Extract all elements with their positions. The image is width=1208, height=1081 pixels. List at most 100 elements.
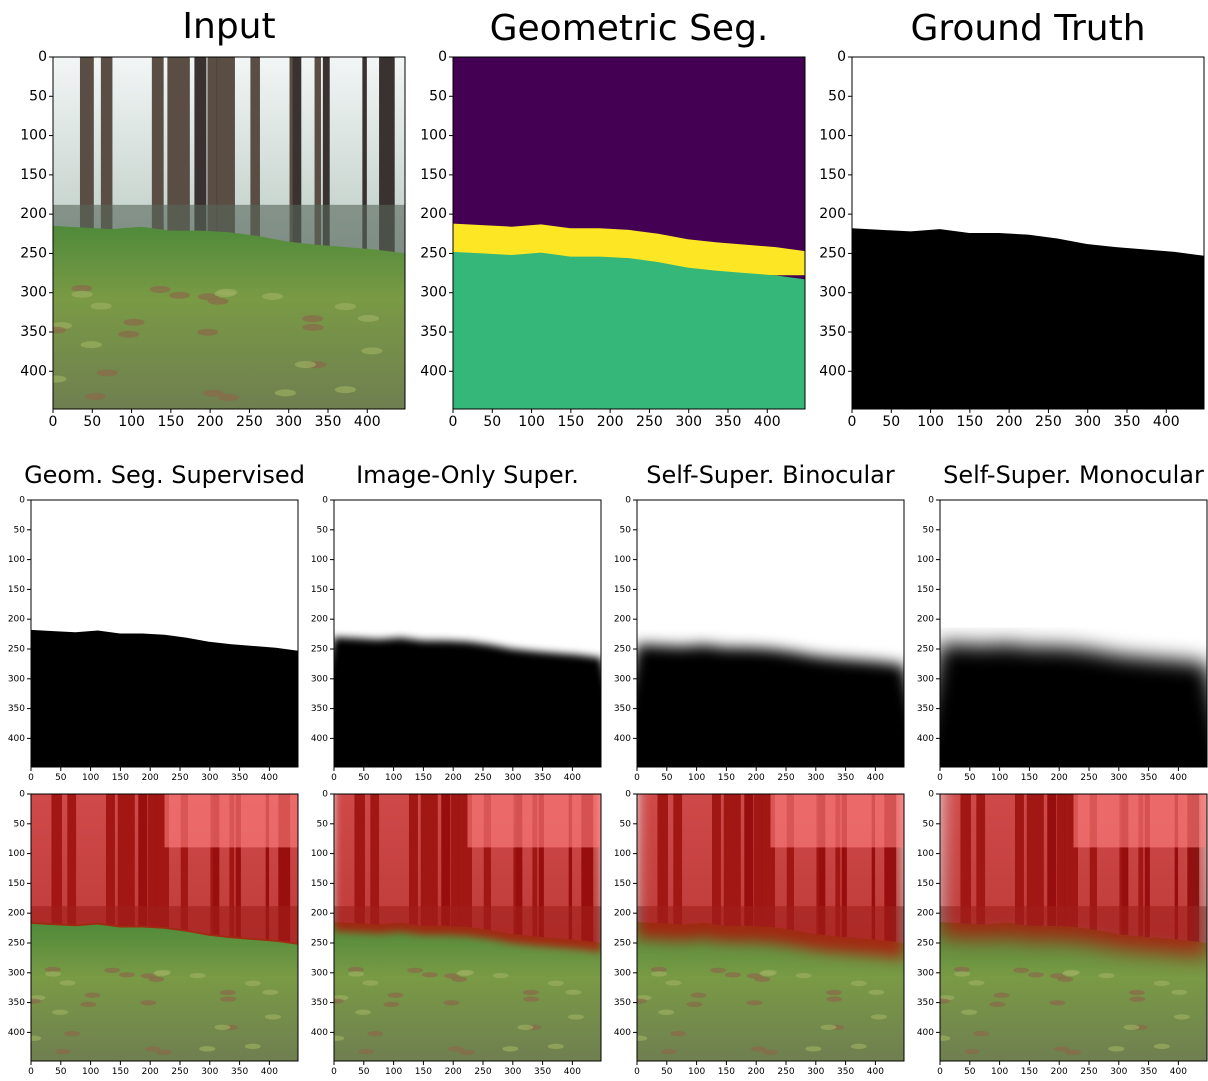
patch: [335, 303, 356, 310]
patch: [1129, 996, 1145, 1001]
x-tick-label: 0: [634, 773, 640, 783]
ground-class: [453, 252, 805, 409]
x-tick-label: 0: [937, 773, 943, 783]
patch: [387, 993, 403, 998]
x-tick-label: 200: [1051, 1067, 1068, 1077]
patch: [1062, 971, 1078, 976]
x-tick-label: 400: [1170, 773, 1187, 783]
patch: [265, 1014, 281, 1019]
y-tick-label: 0: [625, 790, 631, 800]
y-tick-label: 400: [311, 734, 328, 744]
x-tick-label: 150: [956, 414, 983, 430]
x-tick-label: 0: [634, 1067, 640, 1077]
x-tick-label: 250: [636, 414, 663, 430]
patch: [973, 1031, 989, 1036]
x-tick-label: 50: [483, 414, 501, 430]
patch: [358, 1049, 374, 1054]
y-tick-label: 50: [14, 819, 26, 829]
y-tick-label: 0: [438, 49, 447, 65]
y-tick-label: 150: [8, 585, 25, 595]
x-tick-label: 350: [1140, 773, 1157, 783]
patch: [245, 981, 261, 986]
patch: [826, 990, 842, 995]
patch: [81, 341, 102, 348]
x-tick-label: 400: [564, 773, 581, 783]
x-tick-label: 350: [1114, 414, 1141, 430]
y-tick-label: 100: [311, 849, 328, 859]
patch: [565, 990, 581, 995]
y-tick-label: 350: [917, 998, 934, 1008]
patch: [665, 980, 681, 985]
patch: [443, 1000, 459, 1005]
y-tick-label: 250: [20, 245, 47, 261]
y-tick-label: 150: [614, 585, 631, 595]
overlay: [637, 764, 904, 959]
y-tick-label: 50: [317, 819, 329, 829]
y-tick-label: 350: [420, 324, 447, 340]
patch: [754, 977, 770, 982]
patch: [1123, 1025, 1139, 1030]
y-tick-label: 300: [917, 968, 934, 978]
y-tick-label: 300: [614, 674, 631, 684]
patch: [25, 1036, 41, 1041]
x-tick-label: 200: [748, 1067, 765, 1077]
patch: [84, 993, 100, 998]
y-tick-label: 100: [614, 555, 631, 565]
figure: Input05010015020025030035040005010015020…: [0, 0, 1208, 1077]
panel: 0501001502002503003504000501001502002503…: [311, 764, 601, 1077]
x-tick-label: 300: [675, 414, 702, 430]
y-tick-label: 150: [311, 585, 328, 595]
patch: [1154, 1044, 1170, 1049]
x-tick-label: 200: [748, 773, 765, 783]
ground: [53, 226, 405, 409]
y-tick-label: 100: [819, 128, 846, 144]
patch: [190, 973, 206, 978]
y-tick-label: 300: [8, 674, 25, 684]
y-tick-label: 0: [19, 790, 25, 800]
patch: [220, 990, 236, 995]
x-tick-label: 300: [504, 1067, 521, 1077]
patch: [1154, 981, 1170, 986]
patch: [964, 1049, 980, 1054]
patch: [746, 1000, 762, 1005]
patch: [631, 1036, 647, 1041]
y-tick-label: 0: [928, 496, 934, 506]
x-tick-label: 300: [807, 1067, 824, 1077]
patch: [871, 1014, 887, 1019]
y-tick-label: 250: [311, 938, 328, 948]
y-tick-label: 250: [311, 644, 328, 654]
x-tick-label: 100: [82, 773, 99, 783]
y-tick-label: 250: [917, 644, 934, 654]
overlay: [31, 764, 298, 945]
mask: [304, 637, 631, 797]
y-tick-label: 150: [420, 167, 447, 183]
mask: [607, 644, 934, 797]
patch: [759, 971, 775, 976]
patch: [661, 1049, 677, 1054]
y-tick-label: 400: [819, 363, 846, 379]
y-tick-label: 100: [8, 849, 25, 859]
y-tick-label: 300: [917, 674, 934, 684]
patch: [220, 996, 236, 1001]
x-tick-label: 100: [118, 414, 145, 430]
patch: [140, 1000, 156, 1005]
x-tick-label: 0: [331, 1067, 337, 1077]
patch: [118, 331, 139, 338]
y-tick-label: 200: [614, 615, 631, 625]
y-tick-label: 50: [317, 525, 329, 535]
patch: [407, 968, 423, 973]
y-tick-label: 0: [19, 496, 25, 506]
x-tick-label: 200: [142, 1067, 159, 1077]
x-tick-label: 200: [445, 1067, 462, 1077]
x-tick-label: 300: [1110, 1067, 1127, 1077]
x-tick-label: 200: [996, 414, 1023, 430]
ground: [31, 922, 298, 1061]
x-tick-label: 200: [597, 414, 624, 430]
x-tick-label: 200: [1051, 773, 1068, 783]
y-tick-label: 150: [917, 585, 934, 595]
patch: [295, 361, 316, 368]
x-tick-label: 50: [55, 773, 67, 783]
y-tick-label: 400: [8, 734, 25, 744]
